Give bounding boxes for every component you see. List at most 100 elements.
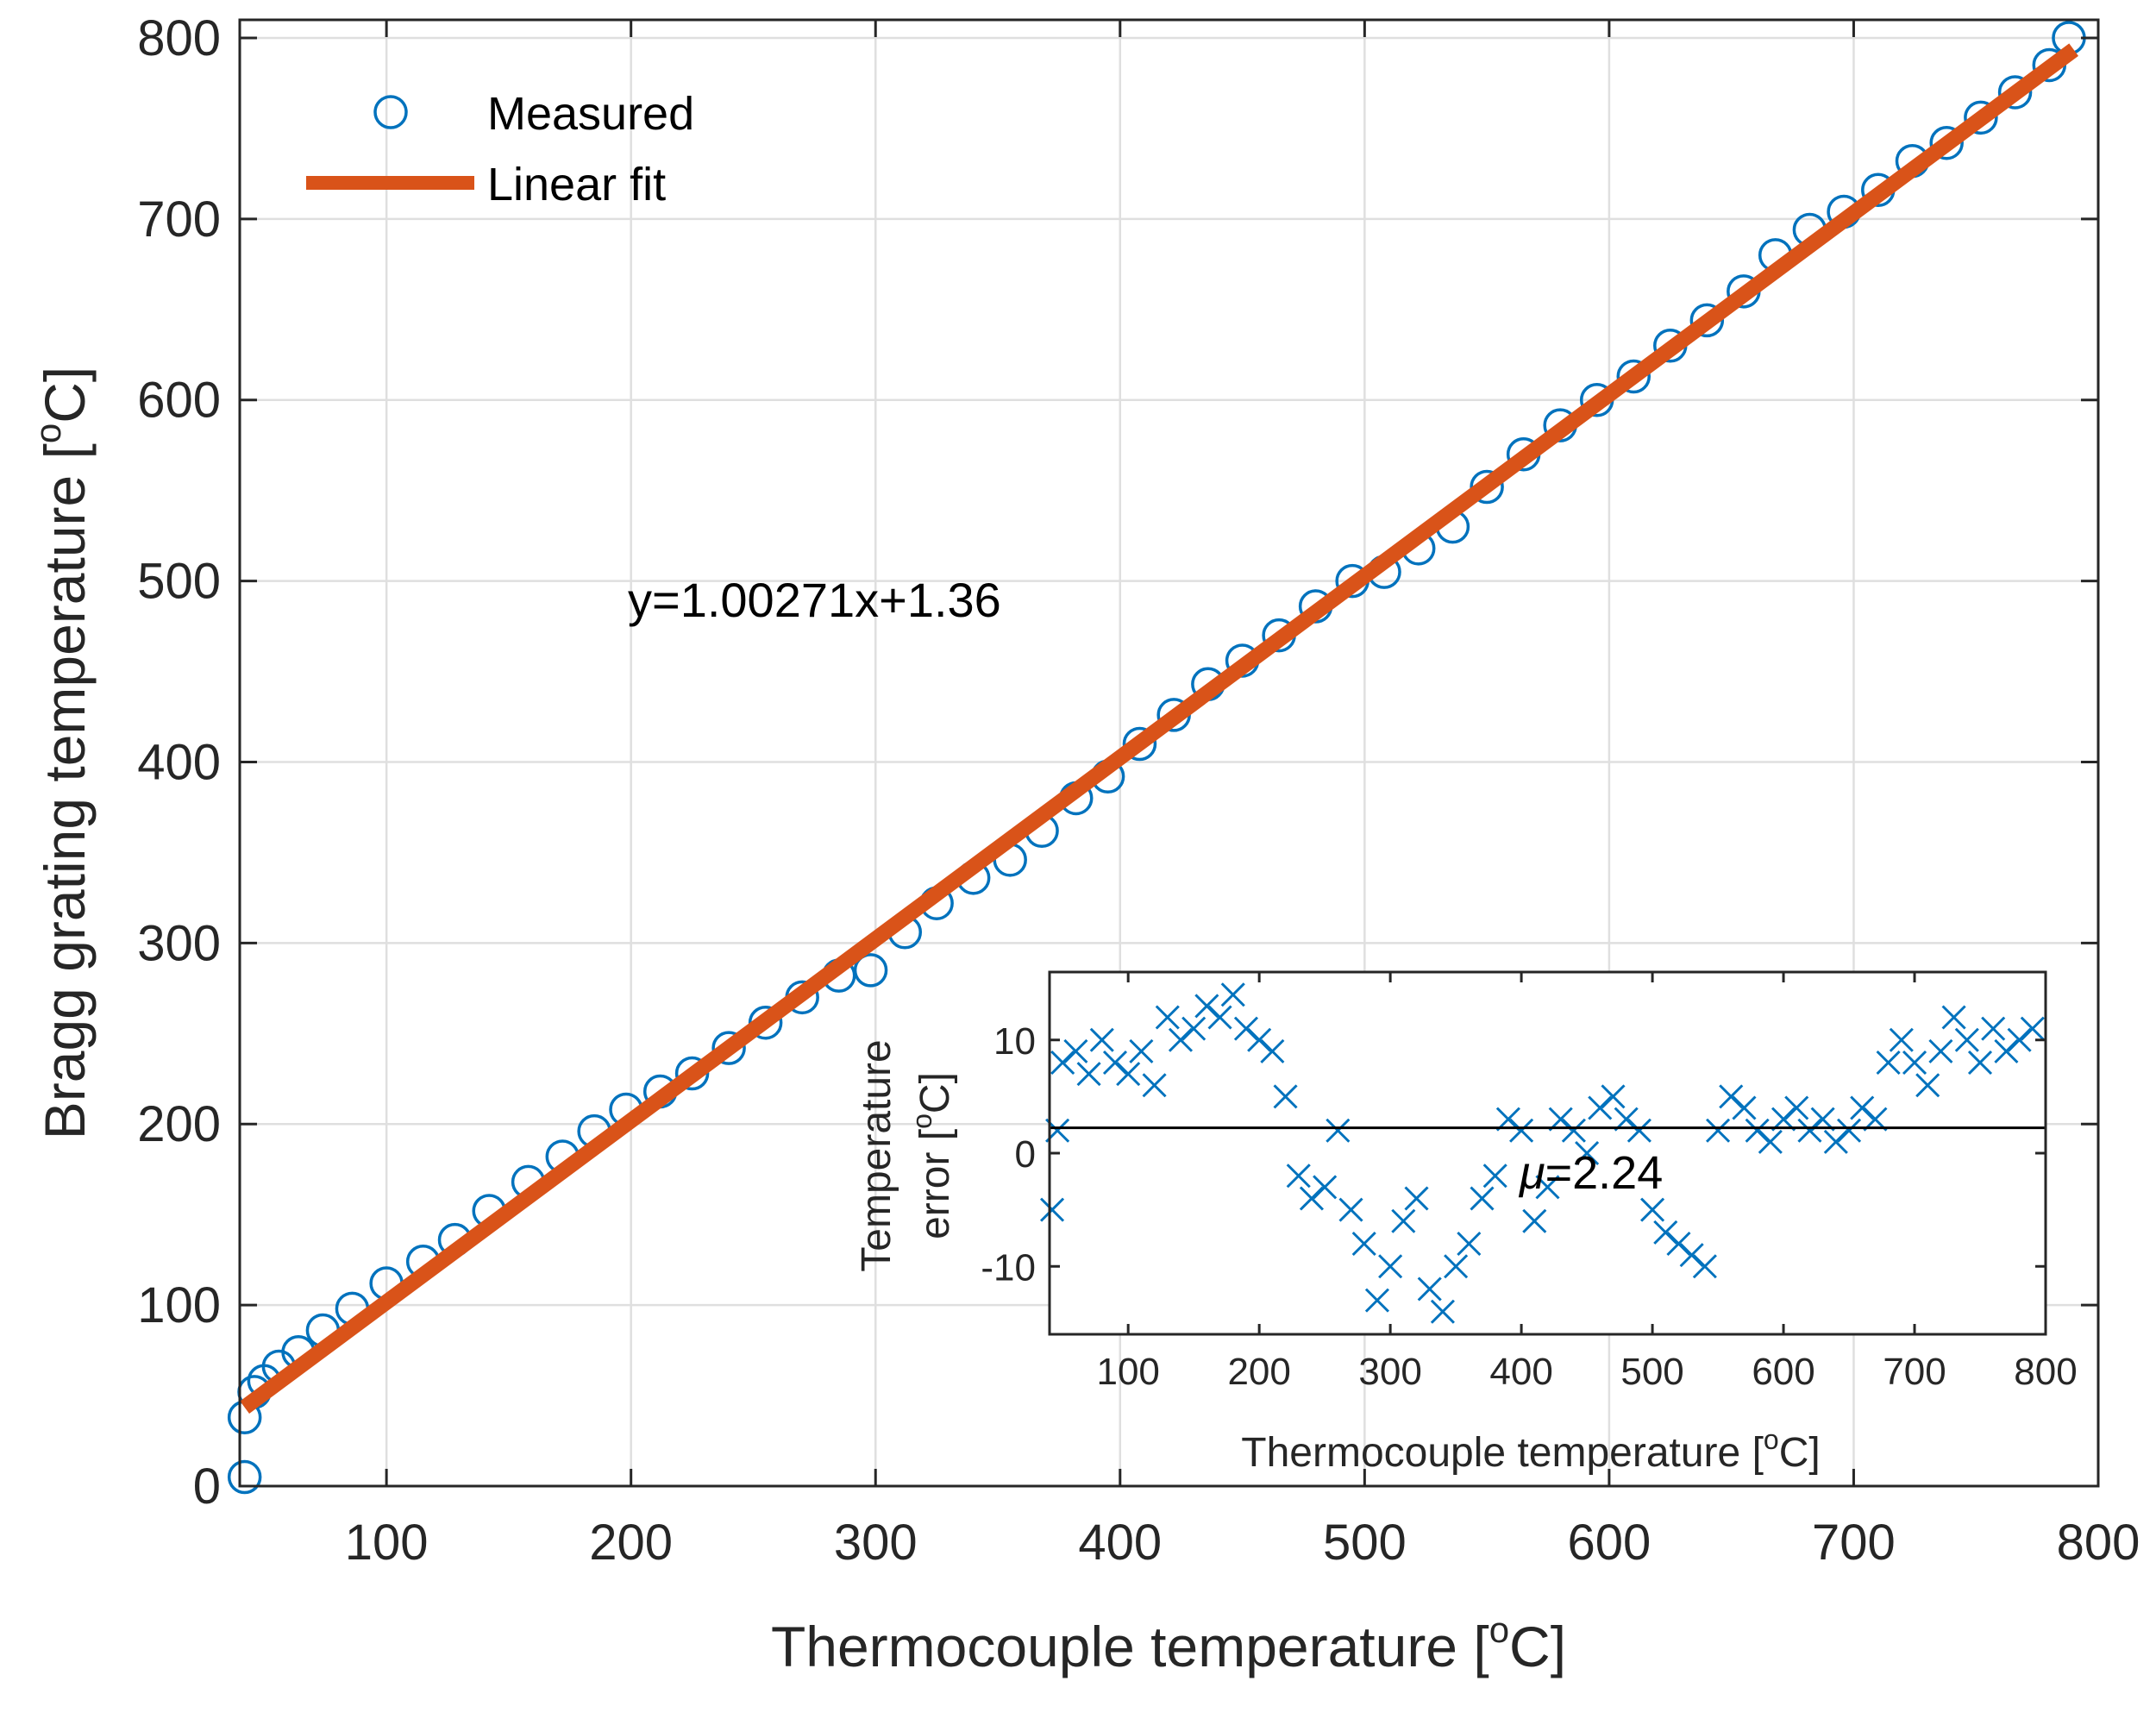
inset-plot-area xyxy=(1050,972,2046,1334)
error-point xyxy=(1260,1038,1285,1063)
main-x-label-text: Thermocouple temperature [ xyxy=(771,1615,1489,1678)
measured-point xyxy=(1964,100,1998,135)
error-point xyxy=(1692,1254,1717,1279)
inset-x-axis-label: Thermocouple temperature [oC] xyxy=(1241,1424,1820,1476)
inset-y-tick-label: -10 xyxy=(981,1246,1036,1289)
error-point xyxy=(1902,1050,1927,1076)
error-point xyxy=(1626,1118,1651,1143)
error-point xyxy=(1836,1118,1862,1143)
main-y-tick-label: 500 xyxy=(137,554,221,610)
main-y-tick-label: 0 xyxy=(193,1458,221,1515)
inset-x-tick-label: 700 xyxy=(1883,1351,1946,1393)
inset-x-tick-label: 100 xyxy=(1096,1351,1159,1393)
error-point xyxy=(1063,1038,1088,1063)
error-point xyxy=(1457,1231,1482,1257)
measured-point xyxy=(1689,303,1725,338)
main-y-label-degree: o xyxy=(28,423,68,443)
main-x-label-degree: o xyxy=(1489,1609,1509,1650)
main-y-axis-label: Bragg grating temperature [oC] xyxy=(28,367,97,1139)
error-point xyxy=(1089,1027,1114,1052)
main-x-tick-label: 400 xyxy=(1078,1515,1162,1571)
measured-point xyxy=(1929,125,1964,160)
error-point xyxy=(1142,1073,1167,1098)
legend-measured-label: Measured xyxy=(487,88,694,140)
error-point xyxy=(1155,1005,1180,1030)
error-point xyxy=(2020,1016,2045,1041)
legend-linear-fit-label: Linear fit xyxy=(487,159,666,210)
inset-y-label-degree: o xyxy=(906,1113,937,1129)
inset-y-axis-label-line1: Temperature xyxy=(854,1039,899,1271)
inset-x-tick-label: 300 xyxy=(1358,1351,1421,1393)
error-point xyxy=(1391,1208,1416,1233)
legend: Measured Linear fit xyxy=(306,88,694,210)
error-point xyxy=(1758,1129,1783,1154)
main-data-layer xyxy=(227,21,2086,1495)
main-x-tick-label: 600 xyxy=(1568,1515,1651,1571)
error-point xyxy=(1116,1062,1141,1087)
error-point xyxy=(1509,1118,1534,1143)
error-point xyxy=(1954,1027,1979,1052)
error-point xyxy=(1444,1254,1469,1279)
main-y-tick-label: 400 xyxy=(137,734,221,790)
inset-y-axis-label-line2: error [oC] xyxy=(906,1072,958,1239)
main-axes: 100 200 300 400 500 600 700 800 0 100 200 300 400 500… xyxy=(28,10,2140,1678)
mu-symbol: μ xyxy=(1518,1147,1545,1199)
error-point xyxy=(1928,1038,1953,1063)
error-point xyxy=(1732,1095,1757,1120)
error-point xyxy=(1535,1175,1560,1200)
error-point xyxy=(1181,1016,1206,1041)
measured-point xyxy=(1470,469,1504,505)
inset-y-label-text: error [ xyxy=(912,1129,958,1239)
inset-x-tick-label: 400 xyxy=(1489,1351,1552,1393)
measured-point xyxy=(1997,75,2033,110)
inset-x-label-text: Thermocouple temperature [ xyxy=(1241,1430,1764,1476)
legend-measured-marker xyxy=(373,95,408,129)
measured-point xyxy=(711,1031,746,1065)
main-y-label-unit: C] xyxy=(33,367,97,423)
error-point xyxy=(1207,1005,1232,1030)
inset-x-tick-label: 200 xyxy=(1227,1351,1290,1393)
main-x-tick-label: 200 xyxy=(589,1515,673,1571)
error-point xyxy=(1640,1197,1665,1222)
mu-value: =2.24 xyxy=(1545,1147,1664,1199)
error-point xyxy=(1417,1276,1442,1302)
error-point xyxy=(1876,1050,1901,1076)
error-point xyxy=(1220,982,1245,1007)
error-point xyxy=(1522,1208,1547,1233)
inset-y-tick-label: 0 xyxy=(1015,1133,1036,1176)
main-y-tick-label: 100 xyxy=(137,1277,221,1333)
error-point xyxy=(1286,1164,1311,1189)
inset-x-tick-label: 500 xyxy=(1620,1351,1683,1393)
error-point xyxy=(1889,1027,1914,1052)
inset-x-label-degree: o xyxy=(1764,1424,1779,1455)
main-y-tick-label: 200 xyxy=(137,1096,221,1152)
error-point xyxy=(1326,1118,1351,1143)
measured-point xyxy=(227,1459,262,1495)
error-point xyxy=(1404,1186,1429,1211)
inset-y-label-unit: C] xyxy=(912,1072,958,1113)
error-point xyxy=(1076,1062,1101,1087)
error-point xyxy=(1575,1140,1600,1166)
fit-equation-annotation: y=1.00271x+1.36 xyxy=(628,573,1001,627)
error-point xyxy=(1338,1197,1363,1222)
error-point xyxy=(1981,1016,2006,1041)
main-x-tick-label: 800 xyxy=(2057,1515,2140,1571)
error-point xyxy=(1364,1288,1389,1313)
main-x-tick-label: 500 xyxy=(1323,1515,1407,1571)
main-y-tick-label: 700 xyxy=(137,191,221,248)
error-point xyxy=(1378,1254,1403,1279)
linear-fit-line xyxy=(240,43,2079,1414)
main-axes-box xyxy=(238,18,2100,1488)
inset-x-tick-label: 600 xyxy=(1752,1351,1814,1393)
measured-point xyxy=(1616,359,1651,394)
measured-point xyxy=(853,953,888,988)
error-point xyxy=(1915,1073,1940,1098)
error-point xyxy=(1967,1050,1993,1076)
error-point xyxy=(1351,1231,1376,1257)
main-x-tick-label: 300 xyxy=(834,1515,918,1571)
main-x-label-unit: C] xyxy=(1509,1615,1566,1678)
error-point xyxy=(1482,1164,1507,1189)
